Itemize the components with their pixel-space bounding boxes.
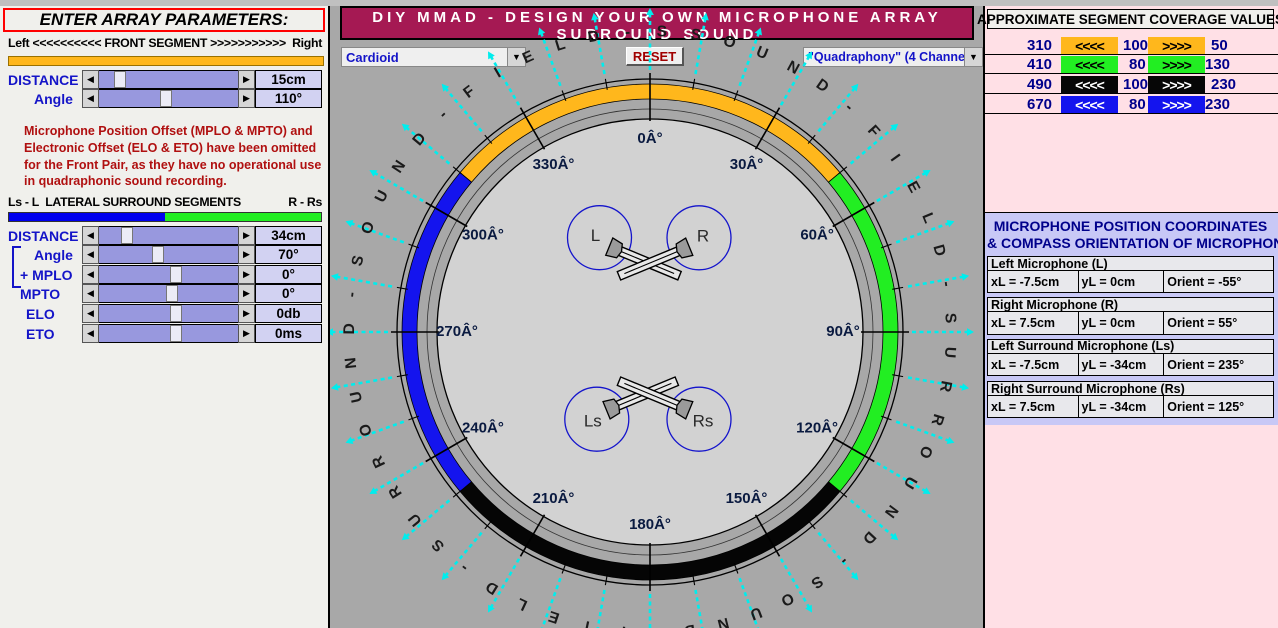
svg-text:D: D [859,528,879,548]
svg-text:L: L [591,226,600,245]
svg-text:-: - [653,624,658,628]
svg-text:300Â°: 300Â° [462,225,504,243]
svg-text:S: S [656,23,667,40]
svg-text:O: O [721,33,737,53]
svg-text:D: D [813,76,832,96]
svg-text:0Â°: 0Â° [637,129,662,147]
svg-text:S: S [349,254,368,268]
svg-text:N: N [342,357,360,370]
svg-text:-: - [435,106,450,122]
svg-text:I: I [583,617,591,628]
svg-text:180Â°: 180Â° [629,515,671,533]
svg-text:120Â°: 120Â° [796,418,838,436]
svg-text:R: R [936,379,955,393]
svg-text:U: U [405,510,425,529]
svg-text:I: I [887,151,903,164]
svg-text:D: D [929,243,948,258]
svg-text:210Â°: 210Â° [533,489,575,507]
svg-text:E: E [520,48,536,68]
svg-text:O: O [778,589,796,610]
svg-text:N: N [784,58,802,78]
svg-text:Ls: Ls [584,412,602,431]
svg-text:Rs: Rs [693,412,714,431]
svg-text:S: S [941,313,958,324]
svg-text:E: E [903,178,923,195]
svg-text:O: O [915,443,935,461]
svg-text:O: O [358,219,378,236]
svg-text:90Â°: 90Â° [826,322,860,340]
svg-text:-: - [343,291,361,298]
svg-text:U: U [754,43,771,63]
svg-text:150Â°: 150Â° [726,489,768,507]
svg-text:R: R [697,226,709,245]
svg-text:L: L [514,594,530,613]
svg-text:-: - [457,560,472,577]
svg-text:270Â°: 270Â° [436,322,478,340]
svg-text:D: D [341,323,358,334]
svg-text:U: U [372,188,392,206]
svg-text:U: U [748,603,764,623]
svg-text:60Â°: 60Â° [800,225,834,243]
svg-text:-: - [837,553,852,569]
svg-text:S: S [429,536,448,555]
svg-text:N: N [881,502,901,521]
svg-text:N: N [389,158,409,177]
svg-text:N: N [716,614,731,628]
svg-text:L: L [918,210,937,225]
svg-text:D: D [586,28,600,47]
svg-text:330Â°: 330Â° [533,155,575,173]
svg-text:U: U [347,390,366,405]
svg-text:R: R [385,482,405,501]
svg-text:R: R [369,453,389,470]
svg-text:L: L [553,36,567,55]
svg-text:U: U [941,346,959,358]
svg-text:30Â°: 30Â° [730,155,764,173]
svg-text:F: F [460,83,478,102]
svg-text:R: R [928,412,948,428]
svg-text:F: F [616,622,627,628]
svg-text:O: O [356,421,376,438]
svg-text:S: S [808,572,826,592]
svg-text:240Â°: 240Â° [462,418,504,436]
svg-text:I: I [492,65,504,82]
svg-text:U: U [900,473,920,491]
svg-text:D: D [683,621,696,628]
svg-text:-: - [624,24,630,41]
